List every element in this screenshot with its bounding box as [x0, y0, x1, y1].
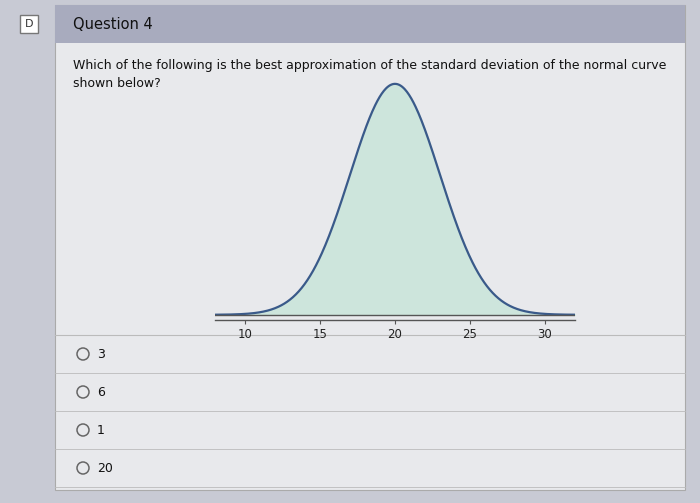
Text: Which of the following is the best approximation of the standard deviation of th: Which of the following is the best appro… [73, 58, 666, 71]
Text: 1: 1 [97, 424, 105, 437]
Text: shown below?: shown below? [73, 76, 161, 90]
Text: 20: 20 [97, 461, 113, 474]
Text: 3: 3 [97, 348, 105, 361]
Bar [55, 5, 685, 43]
Text: Question 4: Question 4 [73, 17, 153, 32]
Text: D: D [25, 19, 34, 29]
Bar [20, 15, 38, 33]
Text: 6: 6 [97, 385, 105, 398]
